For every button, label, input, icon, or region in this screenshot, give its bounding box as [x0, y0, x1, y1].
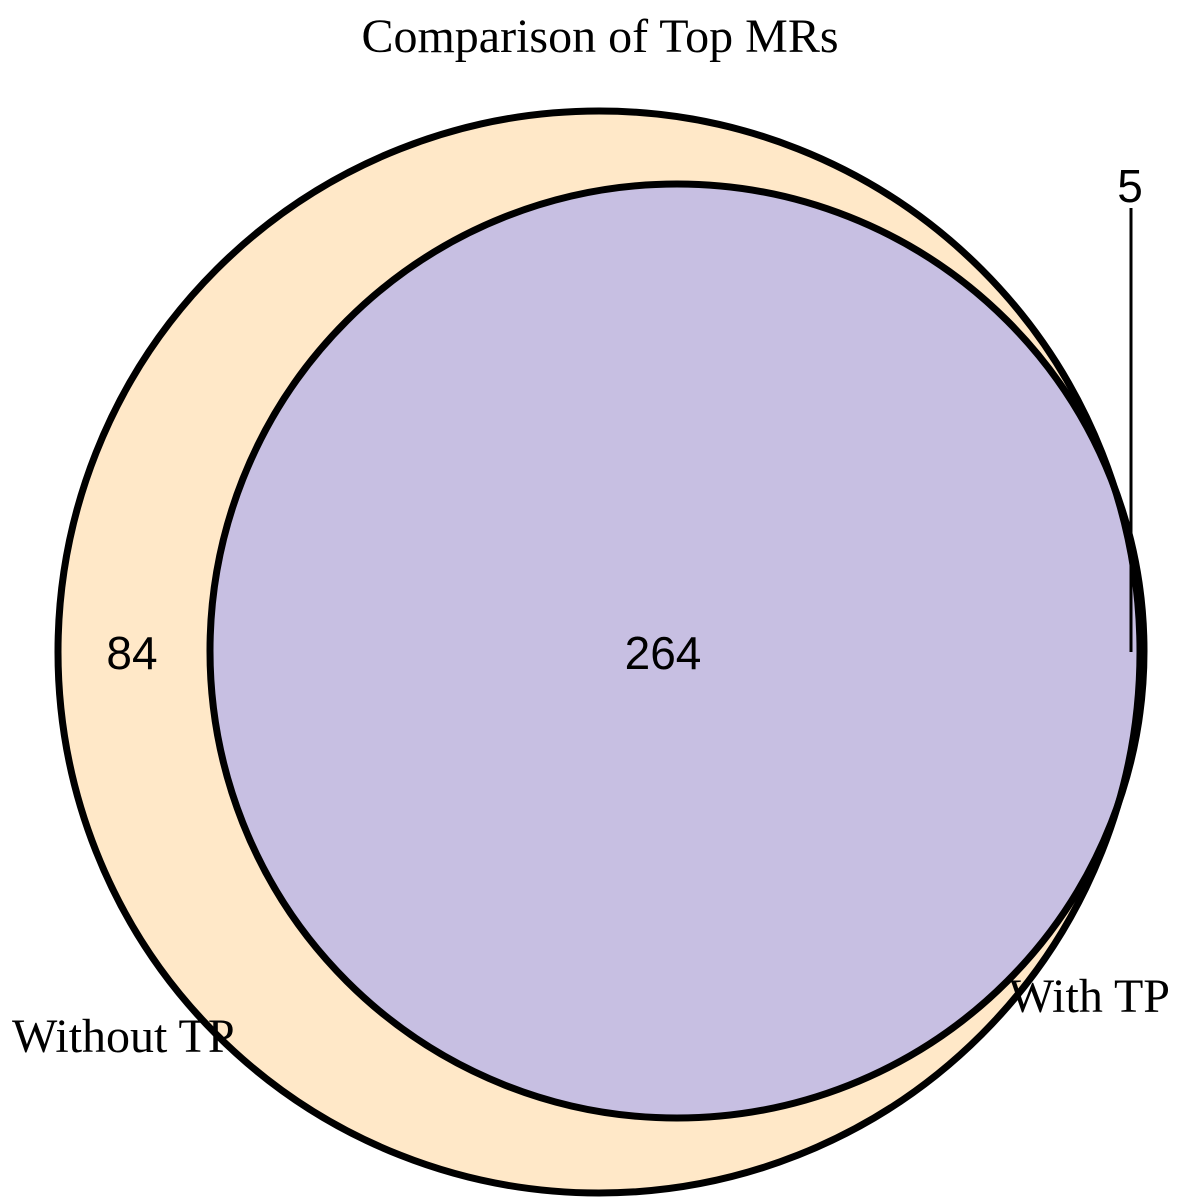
- diagram-title: Comparison of Top MRs: [361, 10, 838, 63]
- intersection-region: [210, 184, 1140, 1118]
- with-tp-only-count: 5: [1117, 160, 1143, 212]
- set-label-with-tp: With TP: [1009, 970, 1170, 1023]
- set-label-without-tp: Without TP: [12, 1010, 235, 1063]
- set-with-tp-outline: [206, 180, 1148, 1122]
- without-tp-only-count: 84: [106, 627, 157, 679]
- set-without-tp-outline: [54, 107, 1144, 1197]
- intersection-count: 264: [625, 627, 702, 679]
